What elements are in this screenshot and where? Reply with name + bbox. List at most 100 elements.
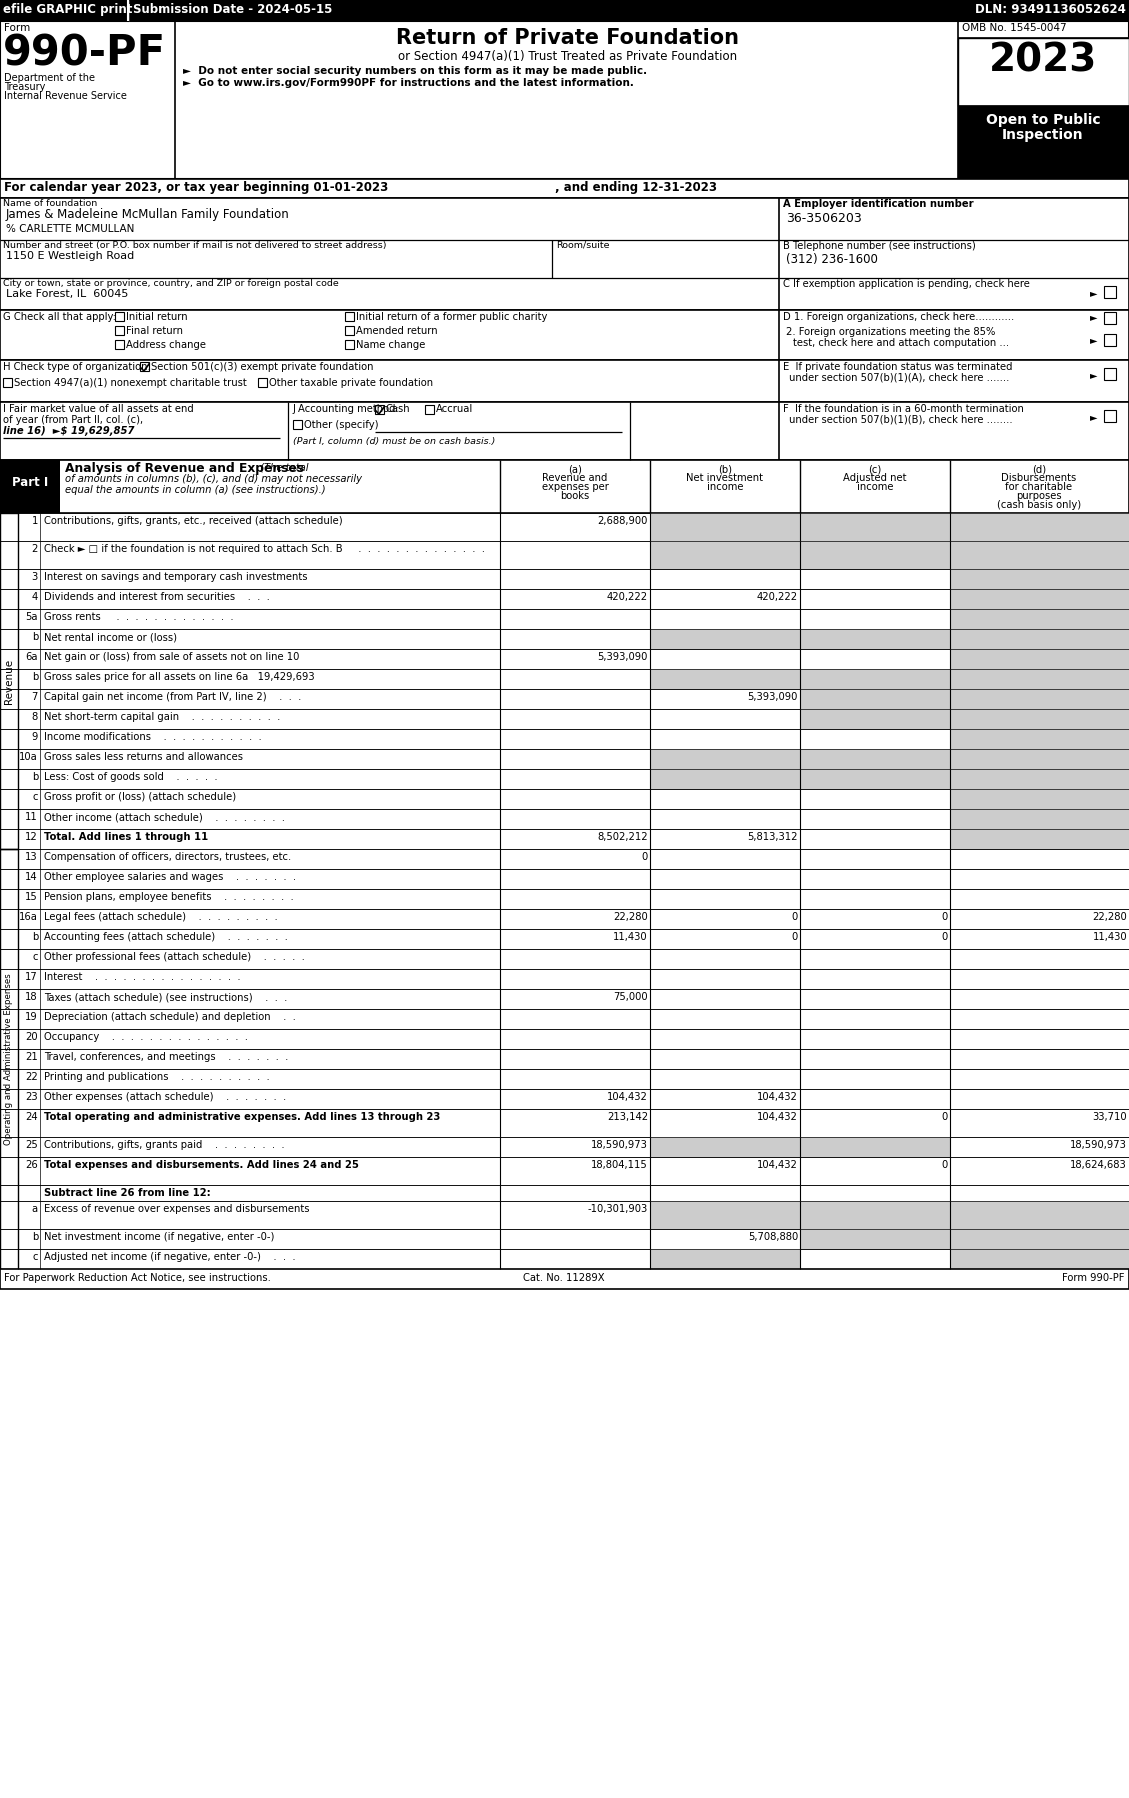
Text: 18,624,683: 18,624,683: [1070, 1160, 1127, 1170]
Text: 104,432: 104,432: [758, 1160, 798, 1170]
Text: 14: 14: [25, 872, 38, 883]
Bar: [140, 361, 149, 370]
Bar: [0, 1028, 1129, 1048]
Text: efile GRAPHIC print: efile GRAPHIC print: [3, 4, 132, 16]
Bar: [0, 708, 1129, 728]
Text: Open to Public: Open to Public: [986, 113, 1101, 128]
Text: Net gain or (loss) from sale of assets not on line 10: Net gain or (loss) from sale of assets n…: [44, 653, 299, 662]
Text: Gross sales less returns and allowances: Gross sales less returns and allowances: [44, 752, 243, 762]
Bar: [949, 809, 1129, 829]
Bar: [0, 590, 1129, 610]
Text: a: a: [32, 1205, 38, 1214]
Text: Other expenses (attach schedule)    .  .  .  .  .  .  .: Other expenses (attach schedule) . . . .…: [44, 1091, 287, 1102]
Bar: [3, 378, 12, 387]
Bar: [0, 669, 1129, 689]
Bar: [949, 610, 1129, 629]
Bar: [800, 1136, 949, 1156]
Text: Total. Add lines 1 through 11: Total. Add lines 1 through 11: [44, 832, 208, 841]
Bar: [0, 1136, 1129, 1156]
Bar: [0, 888, 1129, 910]
Bar: [115, 313, 124, 322]
Bar: [0, 309, 1129, 360]
Bar: [0, 649, 1129, 669]
Text: J Accounting method:: J Accounting method:: [294, 405, 400, 414]
Bar: [949, 728, 1129, 750]
Text: ►: ►: [1089, 313, 1097, 322]
Text: 20: 20: [25, 1032, 38, 1043]
Text: line 16)  ►$ 19,629,857: line 16) ►$ 19,629,857: [3, 426, 134, 435]
Bar: [0, 1201, 1129, 1230]
Text: 11,430: 11,430: [613, 931, 648, 942]
Text: 1: 1: [32, 516, 38, 527]
Bar: [0, 1090, 1129, 1109]
Text: 2,688,900: 2,688,900: [597, 516, 648, 527]
Text: H Check type of organization:: H Check type of organization:: [3, 361, 151, 372]
Text: of year (from Part II, col. (c),: of year (from Part II, col. (c),: [3, 415, 143, 424]
Text: 24: 24: [25, 1111, 38, 1122]
Bar: [0, 829, 1129, 849]
Text: ►: ►: [1089, 334, 1097, 345]
Bar: [0, 1156, 1129, 1185]
Text: 104,432: 104,432: [758, 1091, 798, 1102]
Text: 2023: 2023: [989, 41, 1097, 79]
Text: A Employer identification number: A Employer identification number: [784, 200, 973, 209]
Bar: [1104, 313, 1115, 324]
Text: Gross sales price for all assets on line 6a   19,429,693: Gross sales price for all assets on line…: [44, 672, 315, 681]
Bar: [949, 541, 1129, 568]
Bar: [650, 541, 800, 568]
Text: equal the amounts in column (a) (see instructions).): equal the amounts in column (a) (see ins…: [65, 485, 325, 494]
Text: Internal Revenue Service: Internal Revenue Service: [5, 92, 126, 101]
Text: (312) 236-1600: (312) 236-1600: [786, 254, 878, 266]
Text: Initial return of a former public charity: Initial return of a former public charit…: [356, 313, 548, 322]
Text: 5,708,880: 5,708,880: [747, 1232, 798, 1242]
Text: Gross profit or (loss) (attach schedule): Gross profit or (loss) (attach schedule): [44, 791, 236, 802]
Text: 16a: 16a: [19, 912, 38, 922]
Text: 0: 0: [641, 852, 648, 861]
Text: 17: 17: [25, 973, 38, 982]
Bar: [0, 541, 1129, 568]
Bar: [800, 750, 949, 770]
Text: 8,502,212: 8,502,212: [597, 832, 648, 841]
Text: Submission Date - 2024-05-15: Submission Date - 2024-05-15: [133, 4, 332, 16]
Text: Depreciation (attach schedule) and depletion    .  .: Depreciation (attach schedule) and deple…: [44, 1012, 296, 1021]
Bar: [0, 689, 1129, 708]
Bar: [0, 868, 1129, 888]
Text: Initial return: Initial return: [126, 313, 187, 322]
Text: Number and street (or P.O. box number if mail is not delivered to street address: Number and street (or P.O. box number if…: [3, 241, 386, 250]
Text: Pension plans, employee benefits    .  .  .  .  .  .  .  .: Pension plans, employee benefits . . . .…: [44, 892, 294, 903]
Text: (a): (a): [568, 464, 581, 475]
Bar: [949, 629, 1129, 649]
Text: 420,222: 420,222: [756, 592, 798, 602]
Text: Form: Form: [5, 23, 30, 32]
Bar: [949, 708, 1129, 728]
Text: James & Madeleine McMullan Family Foundation: James & Madeleine McMullan Family Founda…: [6, 209, 290, 221]
Text: 8: 8: [32, 712, 38, 723]
Text: (cash basis only): (cash basis only): [997, 500, 1082, 511]
Bar: [949, 649, 1129, 669]
Text: Accounting fees (attach schedule)    .  .  .  .  .  .  .: Accounting fees (attach schedule) . . . …: [44, 931, 288, 942]
Text: b: b: [32, 633, 38, 642]
Bar: [949, 590, 1129, 610]
Text: 5,813,312: 5,813,312: [747, 832, 798, 841]
Text: (c): (c): [868, 464, 882, 475]
Text: Net investment income (if negative, enter -0-): Net investment income (if negative, ente…: [44, 1232, 274, 1242]
Text: I Fair market value of all assets at end: I Fair market value of all assets at end: [3, 405, 194, 414]
Text: Adjusted net income (if negative, enter -0-)    .  .  .: Adjusted net income (if negative, enter …: [44, 1251, 296, 1262]
Text: Part I: Part I: [12, 476, 49, 489]
Text: Travel, conferences, and meetings    .  .  .  .  .  .  .: Travel, conferences, and meetings . . . …: [44, 1052, 288, 1063]
Text: 990-PF: 990-PF: [3, 32, 166, 74]
Text: (The total: (The total: [257, 462, 308, 473]
Text: Interest on savings and temporary cash investments: Interest on savings and temporary cash i…: [44, 572, 307, 583]
Bar: [115, 325, 124, 334]
Text: for charitable: for charitable: [1006, 482, 1073, 493]
Text: Accrual: Accrual: [436, 405, 473, 414]
Bar: [0, 568, 1129, 590]
Text: Other income (attach schedule)    .  .  .  .  .  .  .  .: Other income (attach schedule) . . . . .…: [44, 813, 285, 822]
Text: 1150 E Westleigh Road: 1150 E Westleigh Road: [6, 252, 134, 261]
Text: 13: 13: [25, 852, 38, 861]
Bar: [650, 1250, 800, 1269]
Text: City or town, state or province, country, and ZIP or foreign postal code: City or town, state or province, country…: [3, 279, 339, 288]
Bar: [800, 512, 949, 541]
Text: 4: 4: [32, 592, 38, 602]
Text: income: income: [857, 482, 893, 493]
